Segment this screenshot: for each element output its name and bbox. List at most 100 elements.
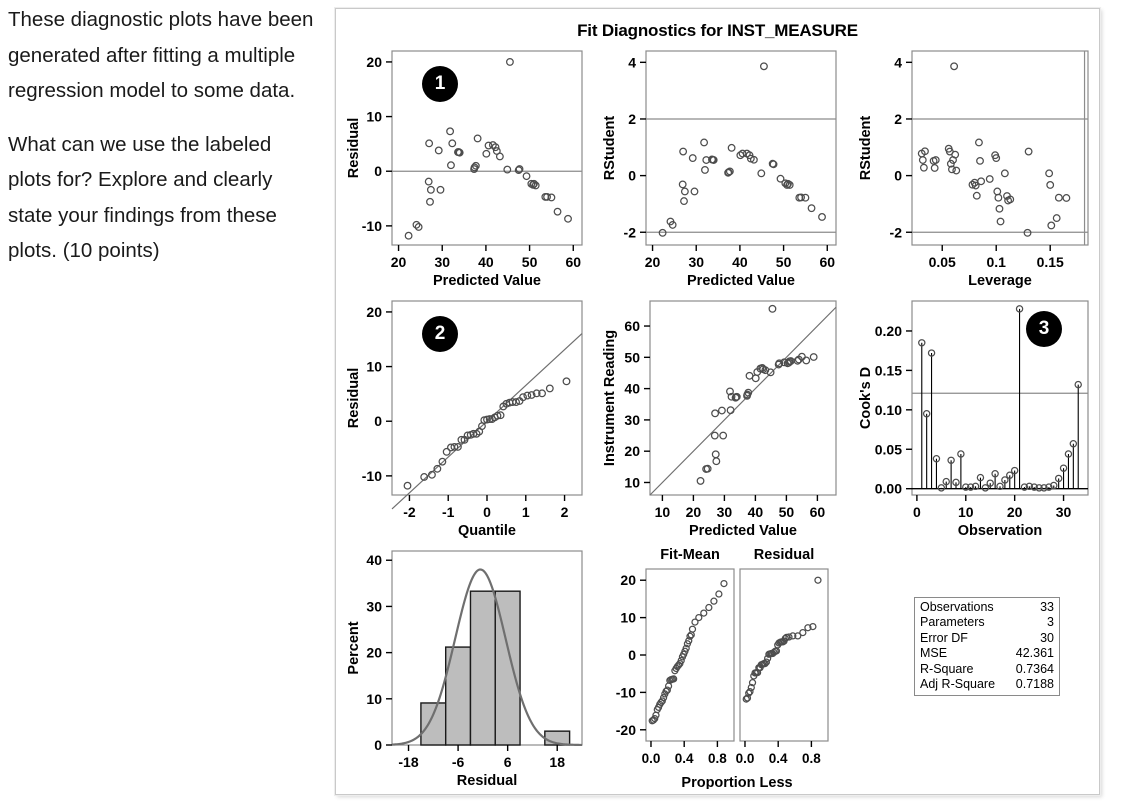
- stats-row: Parameters 3: [919, 615, 1055, 630]
- svg-text:10: 10: [366, 691, 382, 707]
- stats-row: MSE 42.361: [919, 646, 1055, 661]
- plot-qq-residual: 2 -10 0 10 20 -2 -1 0 1 2 Quantile Residual: [344, 289, 600, 539]
- stats-label: Parameters: [920, 615, 985, 630]
- question-text: These diagnostic plots have been generat…: [8, 2, 318, 287]
- svg-text:Residual: Residual: [346, 368, 362, 428]
- fit-statistics-table: Observations 33 Parameters 3 Error DF 30 MSE 42…: [914, 597, 1060, 697]
- svg-text:Fit-Mean: Fit-Mean: [660, 547, 720, 563]
- stats-value: 33: [1040, 600, 1054, 614]
- svg-text:0.8: 0.8: [708, 751, 727, 766]
- svg-text:0.0: 0.0: [736, 751, 755, 766]
- svg-text:10: 10: [958, 504, 974, 520]
- svg-text:10: 10: [366, 359, 382, 375]
- svg-text:40: 40: [748, 504, 764, 520]
- svg-text:Residual: Residual: [457, 773, 517, 789]
- svg-text:0: 0: [628, 168, 636, 184]
- svg-text:-1: -1: [442, 504, 455, 520]
- svg-text:30: 30: [434, 254, 450, 270]
- svg-text:0.10: 0.10: [875, 402, 902, 418]
- badge-1: 1: [422, 66, 458, 102]
- svg-text:0: 0: [374, 163, 382, 179]
- plot-rstudent-vs-predicted: -2 0 2 4 20 30 40 50 60 Predicted Value RStudent: [600, 39, 856, 289]
- plot-observed-vs-predicted: 10 20 30 40 50 60 10 20 30 40 50 60 Predicted Value I…: [600, 289, 856, 539]
- question-paragraph-2: What can we use the labeled plots for? E…: [8, 132, 277, 263]
- stats-row: R-Square 0.7364: [919, 662, 1055, 677]
- svg-text:Residual: Residual: [346, 118, 362, 178]
- svg-text:20: 20: [624, 443, 640, 459]
- svg-text:2: 2: [894, 111, 902, 127]
- svg-text:30: 30: [366, 598, 382, 614]
- stats-row: Error DF 30: [919, 631, 1055, 646]
- stats-row: Observations 33: [919, 600, 1055, 615]
- svg-text:30: 30: [688, 254, 704, 270]
- svg-text:2: 2: [561, 504, 569, 520]
- svg-text:20: 20: [686, 504, 702, 520]
- stats-table-body: Observations 33 Parameters 3 Error DF 30 MSE 42…: [919, 600, 1055, 692]
- svg-text:60: 60: [810, 504, 826, 520]
- svg-text:50: 50: [624, 349, 640, 365]
- svg-text:60: 60: [565, 254, 581, 270]
- svg-text:-10: -10: [362, 468, 382, 484]
- svg-text:0.15: 0.15: [875, 362, 902, 378]
- fit-mean-residual-svg: Fit-Mean Residual 0.0 0.4 0.8 -20 -10 0 10 20 0.0 0…: [616, 547, 829, 789]
- svg-text:10: 10: [655, 504, 671, 520]
- stats-label: Error DF: [920, 630, 968, 645]
- svg-text:-10: -10: [616, 684, 636, 700]
- svg-text:4: 4: [628, 54, 636, 70]
- svg-text:RStudent: RStudent: [858, 116, 874, 181]
- svg-text:Predicted Value: Predicted Value: [433, 273, 541, 289]
- stats-value: 0.7188: [1015, 677, 1054, 692]
- svg-text:RStudent: RStudent: [602, 116, 618, 181]
- svg-text:Percent: Percent: [346, 621, 362, 674]
- svg-text:0: 0: [483, 504, 491, 520]
- stats-value: 3: [1047, 615, 1054, 630]
- rstudent-vs-predicted-svg: -2 0 2 4 20 30 40 50 60 Predicted Value RStudent: [602, 50, 837, 289]
- svg-text:20: 20: [366, 304, 382, 320]
- svg-text:50: 50: [779, 504, 795, 520]
- svg-text:0: 0: [374, 413, 382, 429]
- stats-label: Observations: [920, 600, 994, 614]
- observed-vs-predicted-svg: 10 20 30 40 50 60 10 20 30 40 50 60 Predicted Value I…: [602, 300, 837, 539]
- svg-text:Residual: Residual: [754, 547, 814, 563]
- residual-vs-predicted-svg: -10 0 10 20 20 30 40 50 60 Predicted Value Residua…: [346, 50, 583, 289]
- svg-text:0.1: 0.1: [986, 254, 1006, 270]
- svg-text:1: 1: [522, 504, 530, 520]
- svg-text:40: 40: [732, 254, 748, 270]
- stats-row: Adj R-Square 0.7188: [919, 677, 1055, 692]
- svg-text:2: 2: [628, 111, 636, 127]
- svg-text:Quantile: Quantile: [458, 523, 516, 539]
- svg-text:40: 40: [624, 381, 640, 397]
- svg-text:-2: -2: [890, 224, 903, 240]
- svg-text:-2: -2: [403, 504, 416, 520]
- plot-residual-histogram: 0 10 20 30 40 -18 -6 6 18 Residual Percent: [344, 539, 600, 789]
- svg-text:18: 18: [549, 754, 565, 770]
- svg-text:0.20: 0.20: [875, 323, 902, 339]
- svg-text:0.15: 0.15: [1037, 254, 1064, 270]
- stats-value: 42.361: [1015, 646, 1054, 661]
- svg-text:60: 60: [624, 318, 640, 334]
- svg-text:10: 10: [624, 474, 640, 490]
- svg-text:30: 30: [624, 412, 640, 428]
- svg-text:20: 20: [366, 54, 382, 70]
- svg-text:50: 50: [522, 254, 538, 270]
- svg-text:20: 20: [645, 254, 661, 270]
- rstudent-vs-leverage-svg: -2 0 2 4 0.05 0.1 0.15 Leverage RStudent: [858, 50, 1089, 289]
- stats-value: 30: [1040, 630, 1054, 645]
- svg-text:Observation: Observation: [958, 523, 1043, 539]
- svg-text:0: 0: [894, 168, 902, 184]
- svg-text:Proportion Less: Proportion Less: [681, 775, 792, 789]
- question-paragraph-1: These diagnostic plots have been generat…: [8, 8, 314, 102]
- svg-text:Predicted Value: Predicted Value: [687, 273, 795, 289]
- svg-text:0.05: 0.05: [929, 254, 956, 270]
- svg-text:10: 10: [620, 610, 636, 626]
- svg-text:-10: -10: [362, 218, 382, 234]
- svg-text:-20: -20: [616, 722, 636, 738]
- svg-text:30: 30: [1056, 504, 1072, 520]
- svg-text:60: 60: [819, 254, 835, 270]
- svg-text:10: 10: [366, 109, 382, 125]
- badge-2: 2: [422, 316, 458, 352]
- svg-text:6: 6: [504, 754, 512, 770]
- svg-text:-18: -18: [398, 754, 418, 770]
- svg-text:Predicted Value: Predicted Value: [689, 523, 797, 539]
